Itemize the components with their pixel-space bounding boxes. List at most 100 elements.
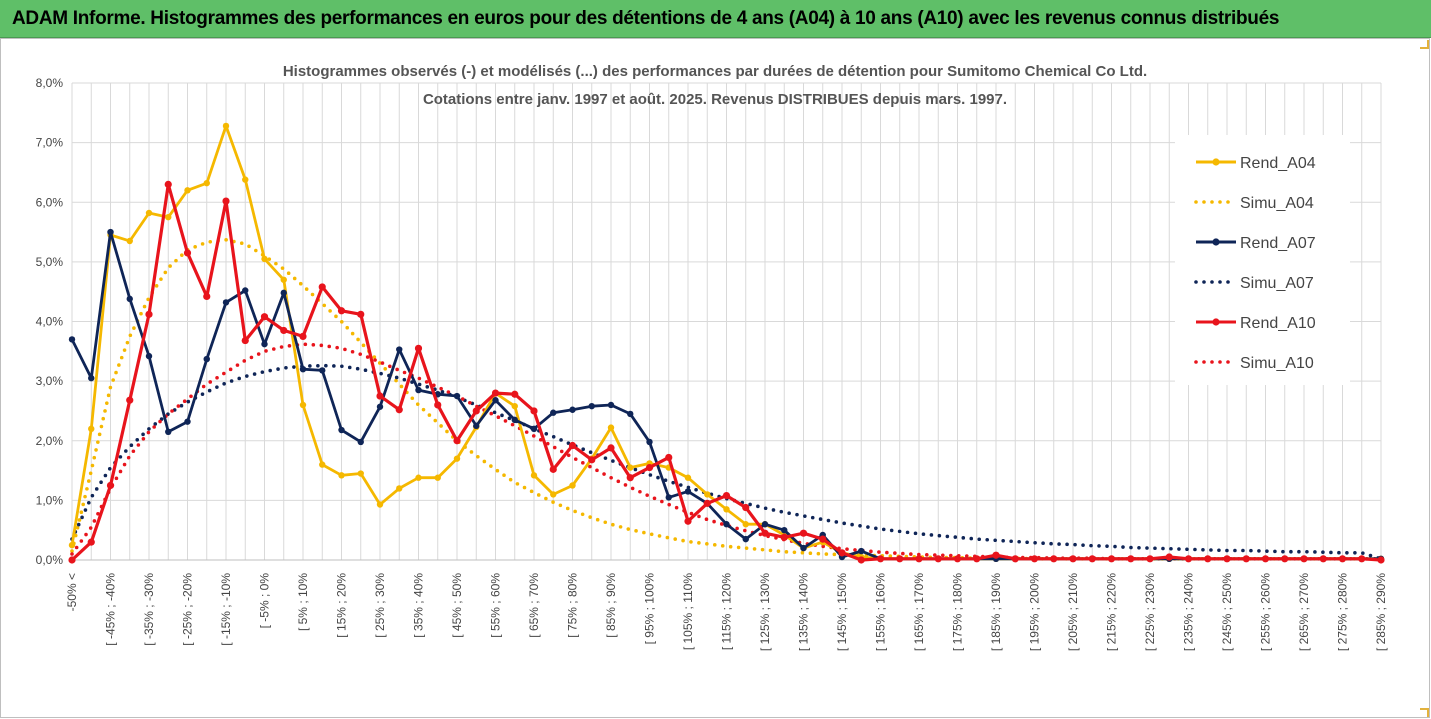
data-point-rend-a07 — [781, 526, 788, 534]
x-tick-label: [ 265% ; 270% — [1297, 573, 1311, 651]
data-point-rend-a10 — [106, 481, 115, 490]
data-point-rend-a04 — [684, 474, 692, 481]
data-point-rend-a07 — [550, 409, 557, 416]
data-point-rend-a07 — [492, 397, 499, 404]
x-tick-label: [ 15% ; 20% — [335, 573, 349, 638]
frame-corner-mark — [1420, 40, 1429, 49]
data-point-rend-a10 — [953, 555, 962, 563]
legend: Rend_A04 Simu_A04 Rend_A07 Simu_A07 Rend_A10… — [1175, 135, 1350, 385]
data-point-rend-a07 — [396, 346, 403, 353]
x-tick-label: [ 125% ; 130% — [758, 573, 772, 651]
data-point-rend-a10 — [126, 396, 134, 404]
data-point-rend-a10 — [1223, 555, 1231, 563]
x-tick-label: [ 235% ; 240% — [1182, 573, 1196, 651]
data-point-rend-a07 — [588, 402, 595, 410]
x-tick-label: [ 25% ; 30% — [373, 573, 387, 638]
data-point-rend-a07 — [184, 418, 191, 425]
y-tick-label: 1,0% — [36, 493, 64, 507]
data-point-rend-a10 — [799, 529, 808, 537]
data-point-rend-a07 — [530, 425, 538, 433]
data-point-rend-a10 — [819, 535, 827, 543]
data-point-rend-a10 — [260, 313, 269, 321]
data-point-rend-a07 — [646, 438, 653, 446]
x-tick-label: [ 135% ; 140% — [797, 573, 811, 651]
data-point-rend-a04 — [357, 470, 364, 477]
data-point-rend-a10 — [203, 292, 211, 301]
x-tick-label: [ -45% ; -40% — [104, 573, 118, 646]
legend-label-simu-a07: Simu_A07 — [1240, 275, 1314, 292]
x-tick-label: [ 195% ; 200% — [1028, 573, 1042, 651]
data-point-rend-a10 — [318, 283, 326, 291]
data-point-rend-a10 — [1281, 555, 1289, 563]
data-point-rend-a04 — [550, 491, 557, 498]
y-tick-label: 7,0% — [36, 136, 64, 150]
x-tick-label: [ 105% ; 110% — [681, 573, 695, 650]
x-tick-label: [ 5% ; 10% — [296, 573, 310, 631]
x-tick-label: [ 95% ; 100% — [643, 573, 657, 645]
data-point-rend-a04 — [704, 491, 711, 498]
legend-label-rend-a10: Rend_A10 — [1240, 315, 1316, 332]
legend-marker-rend-a04 — [1212, 158, 1220, 166]
data-point-rend-a10 — [491, 389, 500, 397]
x-tick-label: [ 185% ; 190% — [989, 573, 1003, 651]
data-point-rend-a04 — [530, 472, 538, 479]
data-point-rend-a10 — [376, 392, 384, 400]
data-point-rend-a10 — [665, 453, 673, 462]
data-point-rend-a10 — [1107, 555, 1116, 563]
data-point-rend-a07 — [338, 426, 345, 434]
x-tick-label: -50% < — [65, 573, 79, 611]
x-tick-label: [ -5% ; 0% — [258, 573, 272, 629]
x-tick-label: [ 65% ; 70% — [527, 573, 541, 638]
data-point-rend-a07 — [473, 422, 480, 430]
data-point-rend-a10 — [1358, 555, 1366, 563]
data-point-rend-a07 — [800, 544, 807, 552]
data-point-rend-a10 — [1242, 555, 1250, 563]
data-point-rend-a10 — [87, 538, 95, 546]
y-tick-label: 5,0% — [36, 255, 64, 269]
data-point-rend-a04 — [607, 424, 615, 431]
x-tick-label: [ 45% ; 50% — [450, 573, 464, 638]
x-tick-label: [ 35% ; 40% — [412, 573, 426, 638]
data-point-rend-a07 — [319, 367, 326, 374]
data-point-rend-a10 — [992, 551, 1000, 559]
report-title: ADAM Informe. Histogrammes des performan… — [12, 7, 1280, 29]
legend-label-rend-a07: Rend_A07 — [1240, 235, 1316, 252]
data-point-rend-a10 — [1319, 555, 1327, 563]
data-point-rend-a07 — [357, 438, 364, 446]
series-line-simu-a10 — [70, 342, 1383, 561]
data-point-rend-a07 — [222, 299, 230, 306]
data-point-rend-a10 — [857, 556, 865, 564]
data-point-rend-a10 — [722, 492, 731, 500]
data-point-rend-a10 — [395, 406, 403, 414]
data-point-rend-a10 — [337, 307, 346, 315]
data-point-rend-a04 — [68, 541, 76, 549]
data-point-rend-a07 — [203, 355, 210, 363]
data-point-rend-a10 — [164, 180, 172, 188]
x-tick-label: [ 55% ; 60% — [489, 573, 503, 638]
data-point-rend-a07 — [511, 416, 518, 424]
data-point-rend-a07 — [68, 336, 76, 343]
data-point-rend-a04 — [742, 521, 749, 528]
y-tick-label: 0,0% — [36, 553, 64, 567]
frame-corner-mark — [1420, 708, 1429, 717]
data-point-rend-a04 — [126, 237, 133, 245]
x-tick-label: [ 225% ; 230% — [1143, 573, 1157, 651]
data-point-rend-a10 — [645, 463, 654, 472]
x-tick-label: [ 175% ; 180% — [951, 573, 965, 651]
data-point-rend-a04 — [319, 461, 326, 468]
chart-frame — [0, 38, 1430, 718]
data-point-rend-a10 — [761, 529, 769, 537]
data-point-rend-a04 — [453, 455, 461, 462]
data-point-rend-a04 — [723, 506, 730, 513]
x-tick-label: [ 75% ; 80% — [566, 573, 580, 638]
data-point-rend-a07 — [723, 521, 730, 528]
data-point-rend-a07 — [569, 406, 576, 413]
data-point-rend-a07 — [126, 295, 133, 303]
x-axis-ticks: -50% < [ -45% ; -40% [ -35% ; -30% [ -25% ;… — [65, 573, 1388, 651]
legend-marker-rend-a07 — [1212, 238, 1220, 246]
data-point-rend-a10 — [1127, 555, 1135, 563]
data-point-rend-a07 — [665, 494, 672, 501]
data-point-rend-a10 — [280, 326, 288, 335]
data-point-rend-a07 — [761, 521, 769, 528]
